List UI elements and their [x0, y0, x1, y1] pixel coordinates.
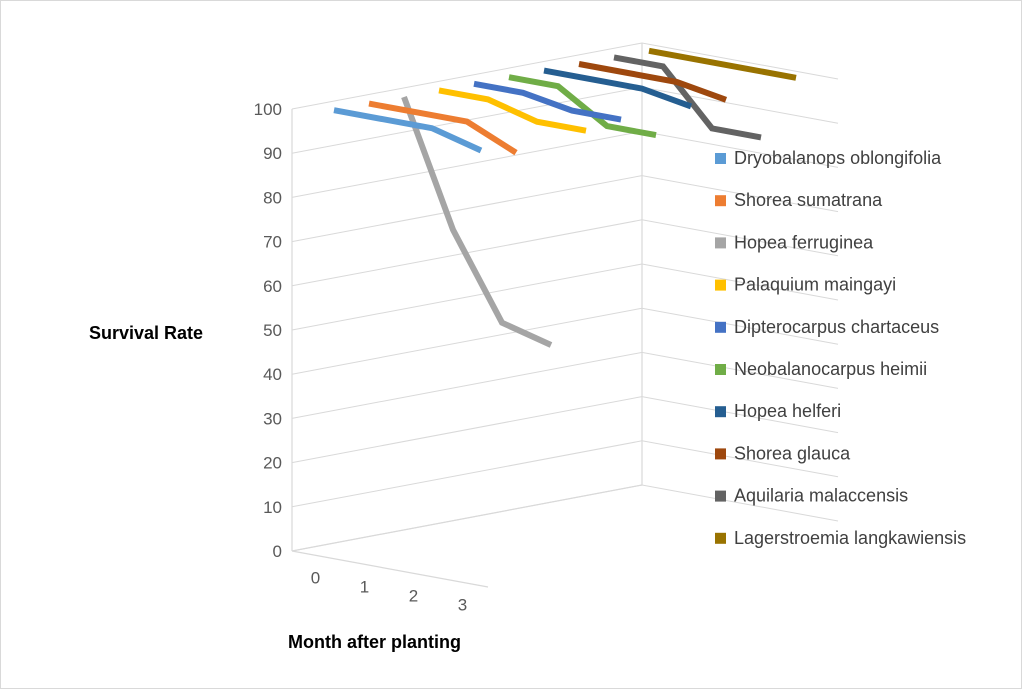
legend-entry: Dipterocarpus chartaceus: [734, 317, 939, 337]
legend-entry: Shorea sumatrana: [734, 190, 883, 210]
legend-swatch: [715, 448, 726, 460]
series-lines: [333, 47, 797, 348]
legend-swatch: [715, 364, 726, 375]
legend-entry: Palaquium maingayi: [734, 275, 896, 295]
y-tick-label: 0: [273, 542, 282, 561]
x-axis-title: Month after planting: [288, 632, 461, 652]
y-tick-label: 30: [263, 409, 282, 428]
series-line-palaquium-maingayi: [438, 87, 587, 134]
y-tick-label: 50: [263, 321, 282, 340]
legend-swatch: [715, 279, 726, 291]
x-tick-label: 1: [360, 578, 369, 597]
y-tick-label: 80: [263, 188, 282, 207]
series-line-neobalanocarpus-heimii: [508, 74, 657, 139]
y-tick-label: 70: [263, 233, 282, 252]
x-tick-label: 2: [409, 587, 418, 606]
y-tick-label: 40: [263, 365, 282, 384]
x-axis-line: [291, 550, 489, 588]
series-line-dryobalanops-oblongifolia: [333, 107, 483, 154]
y-tick-labels: 0 10 20 30 40 50 60 70 80 90 100: [254, 100, 282, 561]
legend-entry: Shorea glauca: [734, 443, 851, 463]
legend-swatch: [715, 406, 726, 418]
axes: [291, 43, 643, 588]
series-line-hopea-helferi: [543, 67, 693, 110]
legend-swatch: [715, 153, 726, 164]
series-line-dipterocarpus-chartaceus: [473, 80, 622, 123]
y-tick-label: 60: [263, 277, 282, 296]
legend-swatch: [715, 490, 726, 502]
y-tick-label: 20: [263, 454, 282, 473]
legend-entry: Lagerstroemia langkawiensis: [734, 528, 966, 548]
legend-entry: Hopea helferi: [734, 401, 841, 421]
y-tick-label: 90: [263, 144, 282, 163]
legend-entry: Neobalanocarpus heimii: [734, 359, 927, 379]
x-tick-label: 3: [458, 596, 467, 615]
x-tick-labels: 0 1 2 3: [311, 569, 467, 615]
series-line-lagerstroemia-langkawiensis: [648, 47, 797, 81]
x-tick-label: 0: [311, 569, 320, 588]
legend-entry: Aquilaria malaccensis: [734, 486, 908, 506]
legend-swatch: [715, 532, 726, 544]
series-line-hopea-ferruginea: [401, 95, 553, 348]
legend-swatch: [715, 237, 726, 249]
series-line-shorea-glauca: [578, 61, 728, 103]
depth-axis-line: [291, 484, 643, 552]
legend-entry: Hopea ferruginea: [734, 232, 874, 252]
legend: Dryobalanops oblongifolia Shorea sumatran…: [715, 148, 966, 548]
legend-entry: Dryobalanops oblongifolia: [734, 148, 942, 168]
legend-swatch: [715, 321, 726, 333]
y-tick-label: 10: [263, 498, 282, 517]
y-axis-title: Survival Rate: [89, 323, 203, 343]
y-tick-label: 100: [254, 100, 282, 119]
series-line-shorea-sumatrana: [368, 100, 518, 156]
series-line-aquilaria-malaccensis: [613, 54, 762, 141]
legend-swatch: [715, 195, 726, 207]
